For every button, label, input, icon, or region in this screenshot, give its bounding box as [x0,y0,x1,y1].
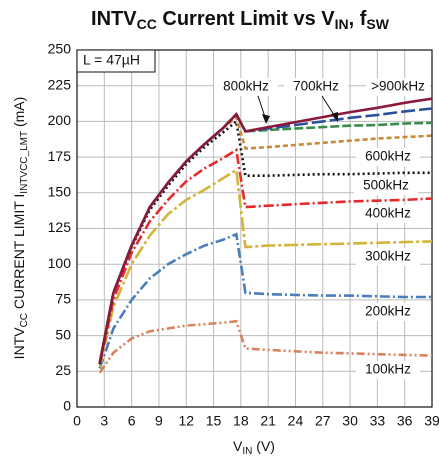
label-background [214,78,278,96]
label-background [354,177,418,195]
y-tick-label: 175 [48,148,72,164]
label-background [356,205,420,223]
x-tick-label: 12 [178,413,194,429]
series-label: 500kHz [363,178,409,193]
series-line [98,114,433,363]
y-tick-label: 0 [63,398,71,414]
series-label: 700kHz [293,79,339,94]
x-tick-label: 33 [370,413,386,429]
x-tick-label: 6 [128,413,136,429]
label-background [356,148,420,166]
label-background [366,78,430,96]
series-label: >900kHz [371,79,425,94]
annotation-box [76,49,156,73]
plot-frame [76,49,433,408]
series-label: 400kHz [365,206,411,221]
x-tick-label: 3 [100,413,108,429]
series-label: 100kHz [365,362,411,377]
y-axis-label: INTVCC CURRENT LIMIT IINTVCC_LMT (mA) [11,97,30,360]
series-line [98,118,432,365]
label-background [356,361,420,379]
y-tick-label: 50 [55,326,71,342]
series-line [98,147,433,365]
annotation: L = 47µH [83,52,140,68]
y-tick-label: 200 [48,112,72,128]
y-tick-label: 25 [55,362,71,378]
y-tick-label: 250 [48,41,72,57]
label-background [356,248,420,266]
y-tick-label: 125 [48,219,72,235]
arrowhead [262,114,270,124]
series-label: 800kHz [223,79,269,94]
x-tick-label: 21 [260,413,276,429]
series-label: 300kHz [365,249,411,264]
y-tick-label: 225 [48,76,72,92]
y-tick-label: 100 [48,255,72,271]
x-axis-label: VIN (V) [233,438,275,457]
label-background [284,78,348,96]
chart-title: INTVCC Current Limit vs VIN, fSW [91,8,390,31]
x-tick-label: 30 [342,413,358,429]
series-line [98,97,433,363]
x-tick-label: 15 [206,413,222,429]
series-label: 600kHz [365,149,411,164]
x-tick-label: 39 [424,413,439,429]
label-background [356,303,420,321]
x-tick-label: 27 [315,413,331,429]
x-tick-label: 9 [155,413,163,429]
series-line [98,167,433,368]
series-line [98,232,432,369]
y-tick-label: 150 [48,184,72,200]
series-label: 200kHz [365,304,411,319]
x-tick-label: 36 [397,413,413,429]
series-line [98,319,433,374]
arrowhead [331,112,338,122]
x-tick-label: 0 [73,413,81,429]
x-tick-label: 24 [288,413,304,429]
y-tick-label: 75 [55,291,71,307]
x-tick-label: 18 [233,413,249,429]
